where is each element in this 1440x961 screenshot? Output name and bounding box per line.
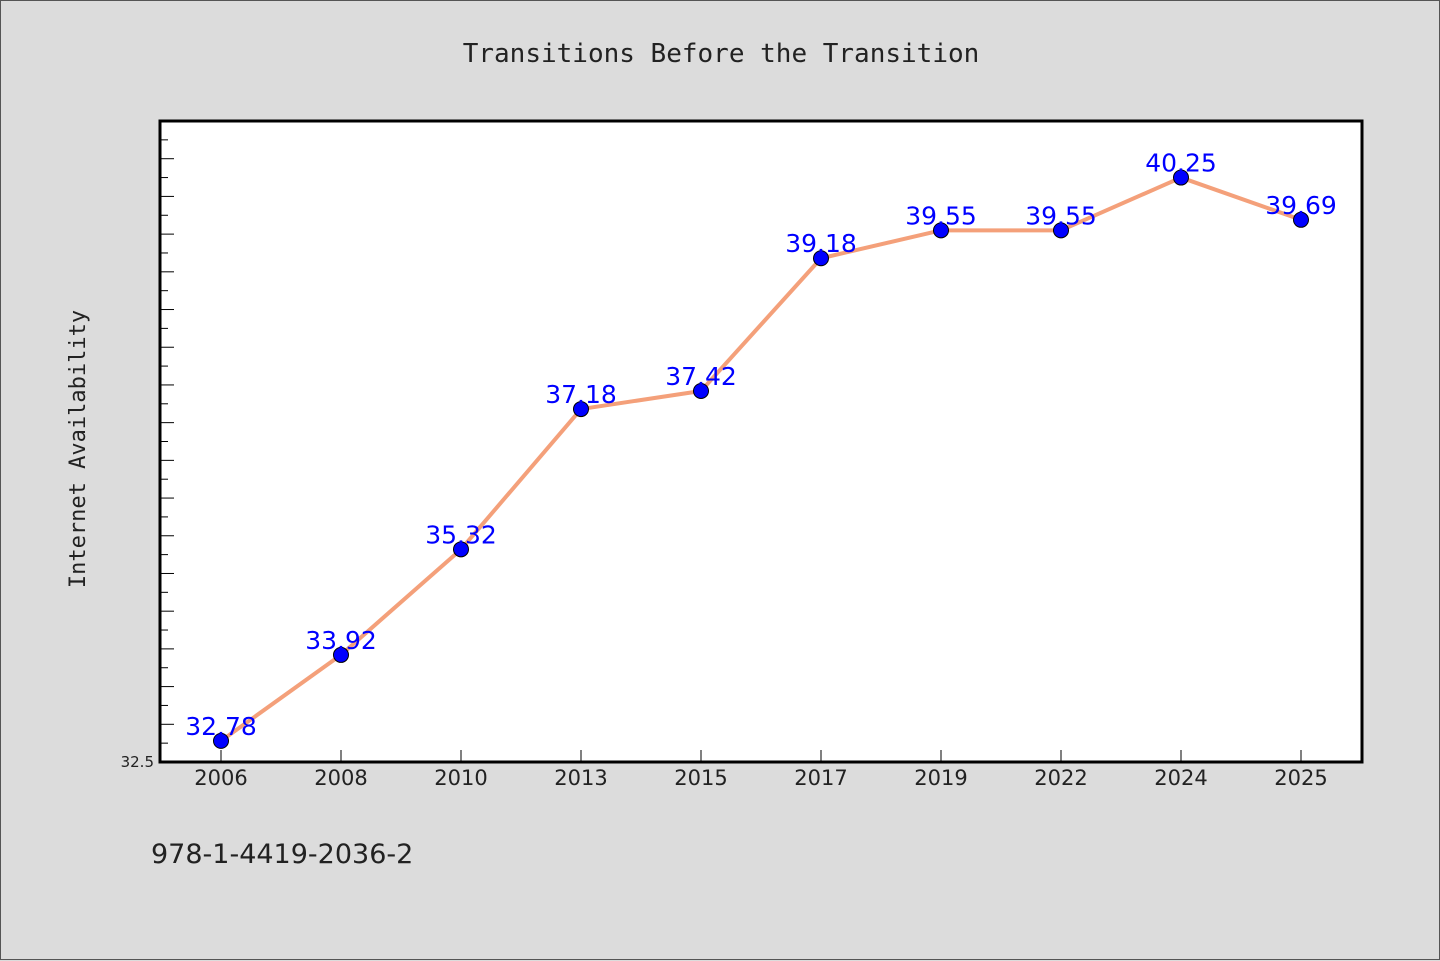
data-label: 39.55 (1025, 201, 1097, 230)
x-tick-label: 2008 (314, 766, 367, 790)
data-label: 39.18 (785, 229, 857, 258)
data-label: 37.42 (665, 362, 737, 391)
data-point (573, 401, 589, 418)
data-label: 35.32 (425, 520, 497, 549)
data-point (1173, 169, 1189, 186)
data-label: 40.25 (1145, 149, 1217, 178)
data-point (933, 222, 949, 239)
data-label: 39.55 (905, 201, 977, 230)
series-points (213, 169, 1309, 749)
data-labels: 32.78 33.92 35.32 37.18 37.42 39.18 39.55 39.55… (185, 149, 1337, 741)
x-tick-label: 2013 (554, 766, 607, 790)
chart-title: Transitions Before the Transition (463, 39, 980, 69)
x-tick-label: 2024 (1154, 766, 1207, 790)
plot-area (158, 119, 1364, 764)
y-axis-label: Internet Availability (66, 310, 91, 588)
data-point (333, 646, 349, 663)
series-line (219, 175, 1303, 743)
data-label: 39.69 (1265, 191, 1337, 220)
x-tick-label: 2015 (674, 766, 727, 790)
data-label: 32.78 (185, 712, 257, 741)
data-point (813, 250, 829, 267)
x-tick-label: 2006 (194, 766, 247, 790)
x-tick-label: 2025 (1274, 766, 1327, 790)
x-tick-label: 2019 (914, 766, 967, 790)
x-axis-ticks: 2006 2008 2010 2013 2015 2017 2019 2022 2024 2025 (194, 750, 1328, 790)
x-tick-label: 2017 (794, 766, 847, 790)
data-label: 37.18 (545, 380, 617, 409)
x-tick-label: 2010 (434, 766, 487, 790)
data-label: 33.92 (305, 626, 377, 655)
footer-isbn: 978-1-4419-2036-2 (151, 839, 413, 870)
data-point (453, 541, 469, 558)
data-point (213, 732, 229, 749)
y-tick-label: 32.5 (121, 753, 154, 771)
data-point (693, 382, 709, 399)
x-tick-label: 2022 (1034, 766, 1087, 790)
series-lines (219, 175, 1303, 743)
y-axis-ticks: 32.5 (121, 120, 174, 771)
data-point (1053, 222, 1069, 239)
data-point (1293, 211, 1309, 228)
